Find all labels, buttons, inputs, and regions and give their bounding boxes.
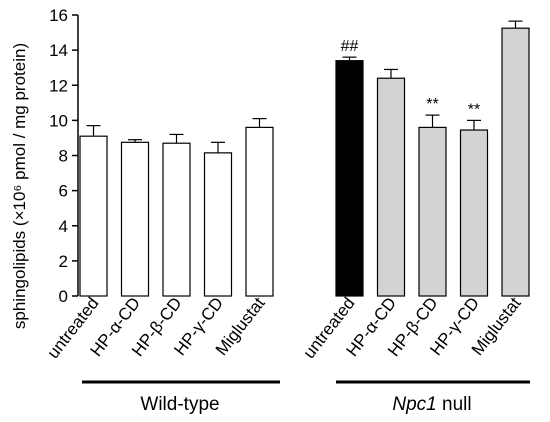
y-tick-label: 12 — [49, 76, 68, 95]
y-tick-label: 0 — [59, 287, 68, 306]
y-tick-label: 10 — [49, 111, 68, 130]
bars: untreatedHP-α-CDHP-β-CDHP-γ-CDMiglustat#… — [43, 20, 530, 362]
bar — [162, 142, 191, 297]
y-tick-label: 4 — [59, 217, 68, 236]
y-axis: 0 2 4 6 8 10 12 14 16 — [49, 6, 79, 306]
y-tick-label: 14 — [49, 41, 68, 60]
bar — [418, 126, 447, 297]
significance-marker: ** — [426, 96, 438, 113]
significance-marker: ## — [341, 38, 359, 55]
bar — [459, 129, 489, 297]
bar — [203, 152, 233, 297]
y-tick-label: 16 — [49, 6, 68, 25]
y-tick-label: 6 — [59, 182, 68, 201]
y-axis-label: sphingolipids (×10⁶ pmol / mg protein) — [10, 43, 29, 329]
bar — [245, 126, 274, 297]
bar — [335, 60, 364, 297]
bar — [120, 141, 150, 297]
y-tick-label: 2 — [59, 252, 68, 271]
bar — [79, 135, 108, 297]
significance-marker: ** — [468, 101, 480, 118]
bar — [501, 27, 530, 297]
group-label: Npc1 null — [392, 394, 471, 415]
bar — [376, 77, 406, 297]
group-labels: Wild-type Npc1 null — [82, 380, 530, 415]
group-label: Wild-type — [140, 394, 219, 415]
y-tick-label: 8 — [59, 147, 68, 166]
